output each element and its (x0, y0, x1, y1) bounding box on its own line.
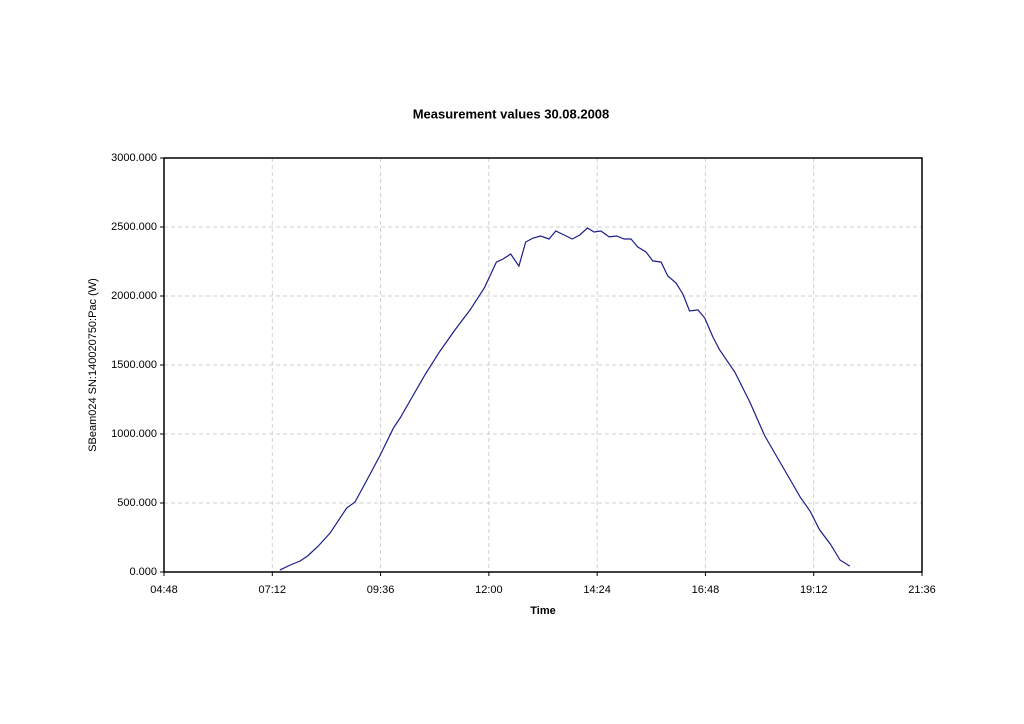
y-tick-label: 500.000 (117, 497, 157, 509)
x-tick-label: 07:12 (259, 584, 287, 596)
x-tick-label: 04:48 (150, 584, 178, 596)
x-tick-label: 16:48 (692, 584, 720, 596)
y-tick-label: 2000.000 (111, 290, 157, 302)
plot-frame (163, 157, 923, 573)
x-tick-label: 09:36 (367, 584, 395, 596)
data-line (279, 227, 851, 571)
y-tick-label: 3000.000 (111, 152, 157, 164)
x-tick-label: 14:24 (583, 584, 611, 596)
y-tick-label: 0.000 (129, 566, 157, 578)
y-tick-label: 1500.000 (111, 359, 157, 371)
y-axis-label: SBeam024 SN:140020750:Pac (W) (87, 278, 99, 452)
x-tick-label: 21:36 (908, 584, 936, 596)
y-tick-label: 2500.000 (111, 221, 157, 233)
chart-title: Measurement values 30.08.2008 (413, 106, 610, 121)
x-tick-label: 19:12 (800, 584, 828, 596)
x-tick-label: 12:00 (475, 584, 503, 596)
x-axis-label: Time (530, 605, 555, 617)
y-tick-label: 1000.000 (111, 428, 157, 440)
